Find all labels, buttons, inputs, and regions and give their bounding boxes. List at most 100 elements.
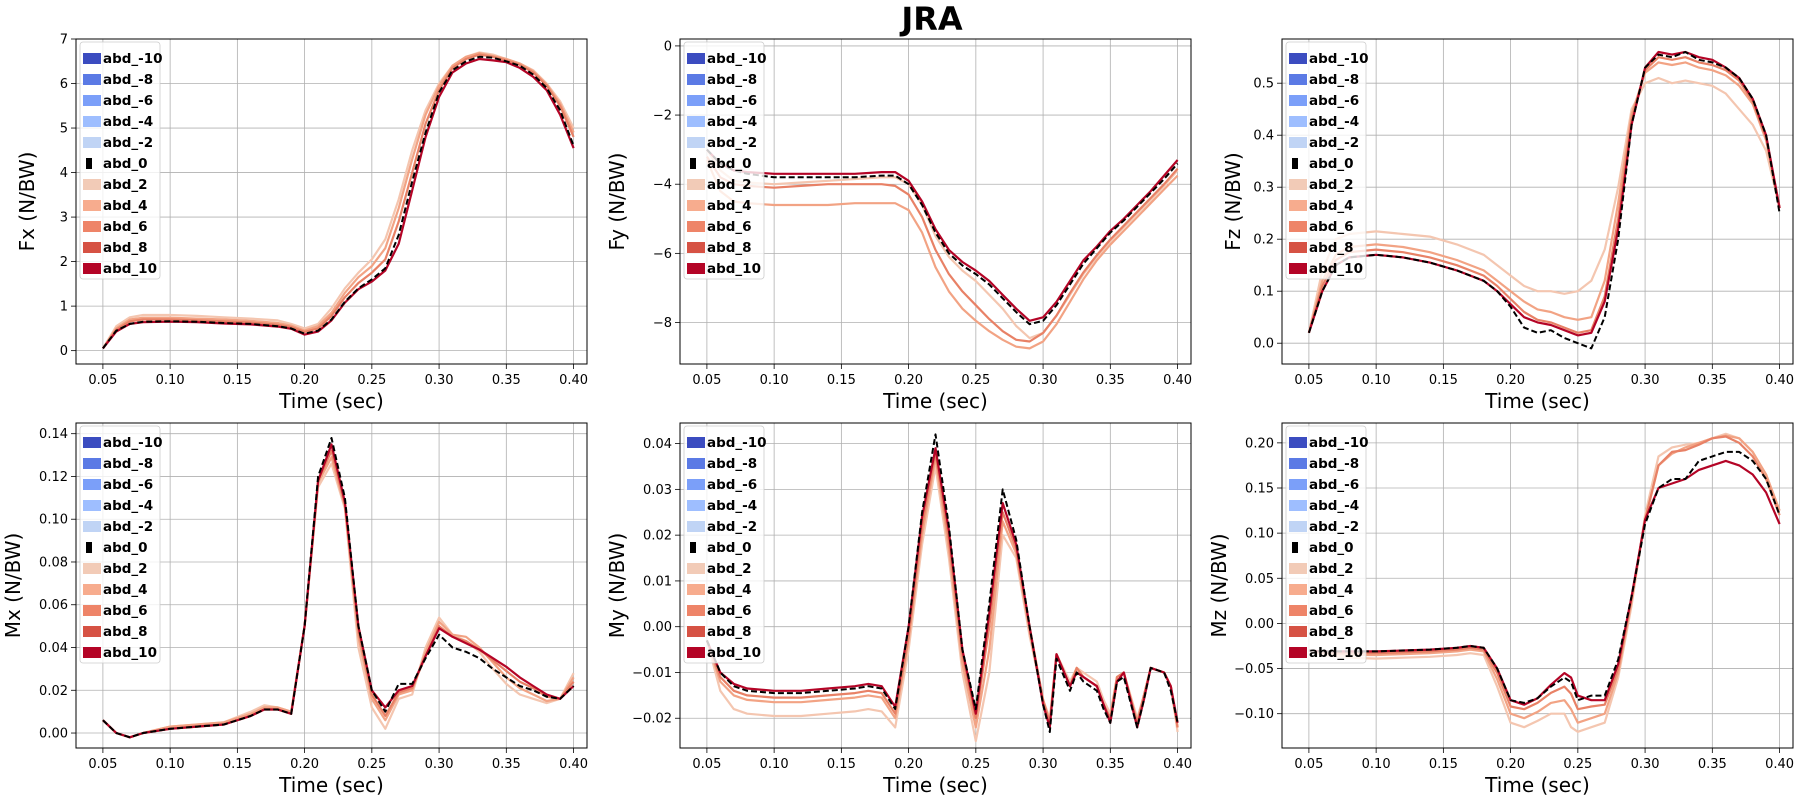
x-tick-label: 0.30 (425, 373, 454, 388)
legend-label: abd_-8 (707, 456, 757, 472)
legend-marker (1292, 158, 1298, 169)
y-tick-label: −4 (653, 178, 672, 193)
subplot-fy: 0.05 0.10 0.15 0.20 0.25 0.30 0.35 0.40 0 −2 −4 −6 −… (605, 38, 1192, 413)
legend-swatch (83, 479, 101, 490)
legend-swatch (1289, 584, 1307, 595)
y-tick-label: 0.10 (39, 513, 68, 528)
x-tick-label: 0.25 (357, 373, 386, 388)
legend-swatch (687, 263, 705, 274)
legend-swatch (1289, 521, 1307, 532)
legend-swatch (687, 458, 705, 469)
legend-label: abd_-4 (103, 114, 153, 130)
legend-label: abd_-8 (707, 72, 757, 88)
legend-swatch (1289, 242, 1307, 253)
legend-swatch (1289, 137, 1307, 148)
figure-title: JRA (899, 0, 963, 38)
legend-swatch (83, 179, 101, 190)
series-lines (101, 51, 575, 350)
legend-label: abd_-6 (1309, 93, 1359, 109)
legend: abd_-10 abd_-8 abd_-6 abd_-4 abd_-2 abd_0 abd_… (1285, 41, 1369, 280)
legend-label: abd_-6 (103, 93, 153, 109)
series-line-abd_4 (101, 52, 575, 350)
legend-swatch (83, 521, 101, 532)
legend-swatch (83, 605, 101, 616)
axes-frame (75, 38, 588, 365)
legend-label: abd_-2 (103, 135, 153, 151)
y-tick-label: 0.01 (643, 574, 672, 589)
legend-label: abd_6 (103, 603, 148, 619)
legend-label: abd_10 (1309, 261, 1363, 277)
x-tick-label: 0.40 (559, 373, 588, 388)
legend-swatch (687, 521, 705, 532)
x-axis-label: Time (sec) (1484, 773, 1590, 797)
series-lines (102, 437, 575, 739)
y-tick-label: 0.1 (1253, 285, 1274, 300)
series-line-abd_0 (705, 433, 1179, 733)
legend-swatch (687, 179, 705, 190)
legend-swatch (1289, 74, 1307, 85)
y-axis-label: Fy (N/BW) (605, 153, 629, 251)
legend-swatch (687, 95, 705, 106)
legend-swatch (687, 437, 705, 448)
y-tick-label: 0.10 (1245, 527, 1274, 542)
series-lines (1307, 50, 1781, 350)
subplot-fz: 0.05 0.10 0.15 0.20 0.25 0.30 0.35 0.40 0.0 0.1 0.… (1221, 38, 1794, 413)
legend-label: abd_0 (707, 156, 752, 172)
axes: 0.05 0.10 0.15 0.20 0.25 0.30 0.35 0.40 0.00 0.02… (1, 427, 588, 797)
legend-label: abd_-8 (103, 72, 153, 88)
legend-swatch (1289, 458, 1307, 469)
legend-marker (86, 542, 92, 553)
legend-label: abd_-4 (707, 114, 757, 130)
series-line-abd_4 (705, 159, 1179, 350)
y-tick-label: 0.06 (39, 598, 68, 613)
series-line-abd_6 (705, 156, 1179, 343)
legend-label: abd_6 (1309, 219, 1354, 235)
x-tick-label: 0.35 (492, 757, 521, 772)
axes-frame (1281, 38, 1794, 365)
legend-label: abd_0 (1309, 540, 1354, 556)
y-axis-label: Mz (N/BW) (1207, 533, 1231, 637)
subplot-my: 0.05 0.10 0.15 0.20 0.25 0.30 0.35 0.40 −0.02 −0.… (605, 422, 1192, 797)
gridlines (1282, 39, 1793, 364)
legend-swatch (83, 263, 101, 274)
legend-label: abd_0 (103, 540, 148, 556)
x-axis-label: Time (sec) (278, 773, 384, 797)
y-tick-label: 0.04 (643, 437, 672, 452)
legend-swatch (83, 242, 101, 253)
legend-swatch (687, 242, 705, 253)
legend-swatch (1289, 437, 1307, 448)
y-tick-label: 0.12 (39, 470, 68, 485)
legend-swatch (1289, 95, 1307, 106)
legend-swatch (83, 500, 101, 511)
legend-swatch (1289, 479, 1307, 490)
x-tick-label: 0.40 (1163, 373, 1192, 388)
x-tick-label: 0.05 (692, 373, 721, 388)
y-axis-label: My (N/BW) (605, 533, 629, 639)
x-tick-label: 0.25 (961, 757, 990, 772)
legend-swatch (1289, 263, 1307, 274)
x-tick-label: 0.25 (1563, 373, 1592, 388)
legend-swatch (1289, 116, 1307, 127)
x-tick-label: 0.05 (88, 373, 117, 388)
axes: 0.05 0.10 0.15 0.20 0.25 0.30 0.35 0.40 0 −2 −4 −6 −… (605, 39, 1192, 413)
x-tick-label: 0.30 (1029, 757, 1058, 772)
legend-label: abd_-4 (1309, 498, 1359, 514)
y-tick-label: −0.01 (632, 666, 672, 681)
legend-label: abd_10 (707, 645, 761, 661)
legend-label: abd_8 (707, 240, 752, 256)
x-tick-label: 0.05 (1294, 757, 1323, 772)
series-lines (705, 433, 1179, 743)
legend-label: abd_4 (707, 198, 752, 214)
legend-swatch (83, 53, 101, 64)
legend-label: abd_-4 (1309, 114, 1359, 130)
x-tick-label: 0.40 (1163, 757, 1192, 772)
x-tick-label: 0.20 (1496, 757, 1525, 772)
axes: 0.05 0.10 0.15 0.20 0.25 0.30 0.35 0.40 0.0 0.1 0.… (1221, 77, 1794, 413)
x-tick-label: 0.15 (1429, 373, 1458, 388)
y-tick-label: 5 (60, 122, 68, 137)
series-line-abd_0 (1308, 450, 1781, 704)
y-tick-label: 0.20 (1245, 436, 1274, 451)
y-tick-label: −0.10 (1234, 707, 1274, 722)
y-tick-label: 0.00 (1245, 617, 1274, 632)
x-tick-label: 0.35 (1698, 757, 1727, 772)
